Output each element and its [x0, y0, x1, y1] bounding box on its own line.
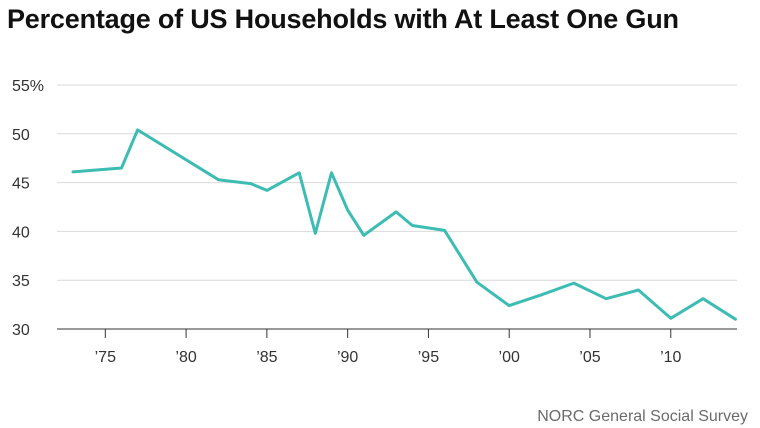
- x-tick-label: ’95: [418, 349, 439, 366]
- source-note: NORC General Social Survey: [537, 408, 748, 425]
- gridlines: [57, 84, 737, 330]
- y-tick-label: 45: [12, 176, 30, 193]
- y-tick-label: 35: [12, 273, 30, 290]
- x-tick-label: ’00: [499, 349, 520, 366]
- chart-title: Percentage of US Households with At Leas…: [7, 4, 679, 34]
- y-tick-label: 50: [12, 127, 30, 144]
- x-tick-label: ’05: [579, 349, 600, 366]
- y-axis-tick-labels: 55% 50 45 40 35 30: [12, 78, 44, 339]
- x-axis: ’75 ’80 ’85 ’90 ’95 ’00 ’05 ’10: [95, 329, 682, 366]
- y-tick-label: 30: [12, 322, 30, 339]
- x-tick-label: ’10: [660, 349, 681, 366]
- x-tick-label: ’75: [95, 349, 116, 366]
- series-lines: [71, 128, 737, 321]
- y-tick-label: 40: [12, 224, 30, 241]
- x-tick-label: ’90: [337, 349, 358, 366]
- y-tick-label: 55%: [12, 78, 44, 95]
- x-tick-label: ’85: [256, 349, 277, 366]
- x-tick-label: ’80: [175, 349, 196, 366]
- series-line: [71, 128, 737, 321]
